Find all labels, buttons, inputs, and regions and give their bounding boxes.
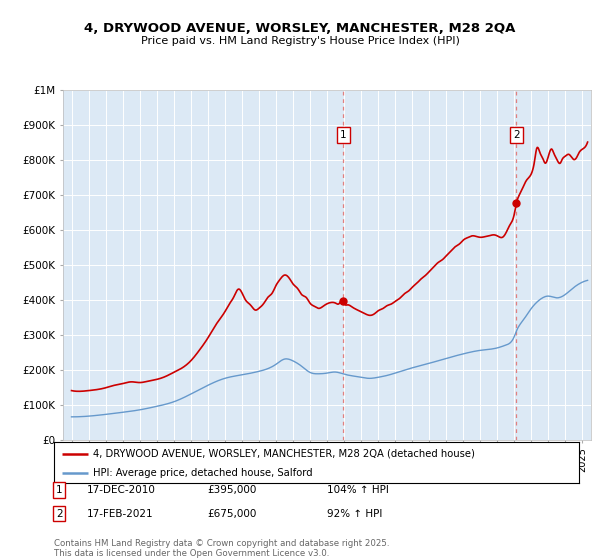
Text: 2: 2 [56, 508, 62, 519]
Text: 104% ↑ HPI: 104% ↑ HPI [327, 485, 389, 495]
Text: 17-DEC-2010: 17-DEC-2010 [87, 485, 156, 495]
Text: £395,000: £395,000 [207, 485, 256, 495]
Text: 17-FEB-2021: 17-FEB-2021 [87, 508, 154, 519]
Text: HPI: Average price, detached house, Salford: HPI: Average price, detached house, Salf… [94, 468, 313, 478]
Text: 4, DRYWOOD AVENUE, WORSLEY, MANCHESTER, M28 2QA: 4, DRYWOOD AVENUE, WORSLEY, MANCHESTER, … [85, 22, 515, 35]
Text: £675,000: £675,000 [207, 508, 256, 519]
Text: 1: 1 [56, 485, 62, 495]
Text: 1: 1 [340, 130, 347, 140]
Text: 92% ↑ HPI: 92% ↑ HPI [327, 508, 382, 519]
Text: 2: 2 [513, 130, 520, 140]
Text: Contains HM Land Registry data © Crown copyright and database right 2025.
This d: Contains HM Land Registry data © Crown c… [54, 539, 389, 558]
Text: 4, DRYWOOD AVENUE, WORSLEY, MANCHESTER, M28 2QA (detached house): 4, DRYWOOD AVENUE, WORSLEY, MANCHESTER, … [94, 449, 475, 459]
Text: Price paid vs. HM Land Registry's House Price Index (HPI): Price paid vs. HM Land Registry's House … [140, 36, 460, 46]
